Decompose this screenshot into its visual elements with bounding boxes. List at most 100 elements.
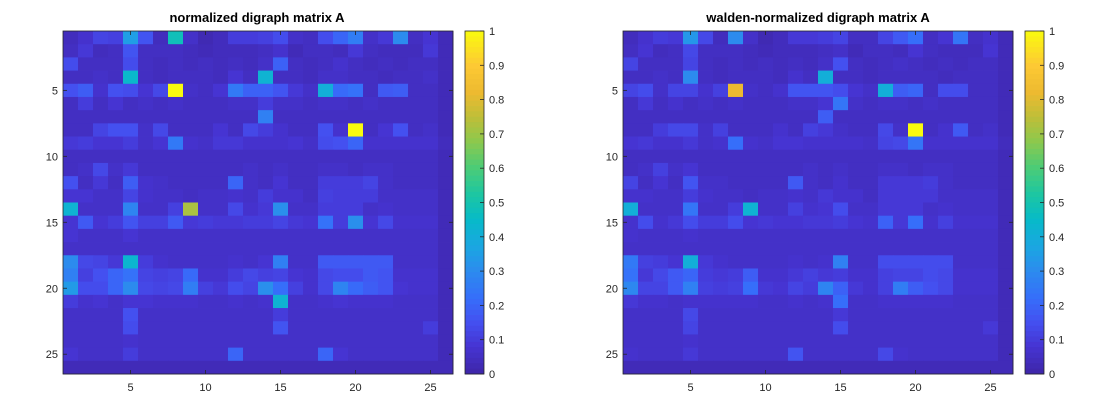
- heatmap-cell: [623, 136, 639, 151]
- heatmap-cell: [818, 57, 834, 71]
- colorbar-segment: [465, 175, 484, 182]
- colorbar-segment: [465, 181, 484, 187]
- heatmap-cell: [78, 242, 94, 256]
- colorbar-tick-label: 0: [1049, 369, 1055, 381]
- heatmap-cell: [393, 70, 409, 85]
- heatmap-cell: [168, 347, 184, 362]
- heatmap-cell: [638, 268, 654, 283]
- heatmap-cell: [228, 70, 244, 85]
- heatmap-cell: [728, 110, 744, 124]
- heatmap-cell: [833, 334, 849, 349]
- heatmap-cell: [683, 347, 699, 362]
- heatmap-cell: [848, 268, 864, 283]
- heatmap-cell: [168, 176, 184, 190]
- heatmap-cell: [228, 96, 244, 111]
- heatmap-cell: [108, 149, 124, 164]
- heatmap-cell: [183, 215, 199, 230]
- colorbar-segment: [1025, 122, 1044, 128]
- heatmap-cell: [713, 110, 729, 124]
- heatmap-cell: [78, 202, 94, 217]
- heatmap-cell: [378, 360, 394, 375]
- heatmap-cell: [698, 360, 714, 375]
- heatmap-cell: [138, 308, 154, 322]
- heatmap-cell: [743, 57, 759, 71]
- heatmap-cell: [758, 242, 774, 256]
- heatmap-cell: [683, 176, 699, 190]
- heatmap-cell: [303, 44, 319, 58]
- heatmap-cell: [243, 308, 259, 322]
- heatmap-cell: [63, 347, 79, 362]
- heatmap-cell: [183, 176, 199, 190]
- colorbar-segment: [465, 41, 484, 48]
- colorbar-segment: [465, 309, 484, 316]
- heatmap-cell: [758, 268, 774, 283]
- heatmap-cell: [863, 83, 879, 98]
- heatmap-cell: [623, 123, 639, 137]
- heatmap-cell: [153, 176, 169, 190]
- heatmap-cell: [288, 334, 304, 349]
- heatmap-cell: [333, 44, 349, 58]
- heatmap-cell: [318, 136, 334, 151]
- heatmap-cell: [713, 57, 729, 71]
- heatmap-cell: [63, 44, 79, 58]
- heatmap-cell: [108, 321, 124, 335]
- heatmap-cell: [183, 255, 199, 269]
- heatmap-cell: [788, 162, 804, 177]
- heatmap-cell: [108, 70, 124, 85]
- heatmap-cell: [408, 228, 424, 243]
- heatmap-cell: [303, 96, 319, 111]
- heatmap-cell: [423, 136, 439, 151]
- heatmap-cell: [183, 136, 199, 151]
- heatmap-cell: [228, 189, 244, 203]
- heatmap-cell: [908, 162, 924, 177]
- heatmap-cell: [168, 83, 184, 98]
- heatmap-cell: [63, 215, 79, 230]
- heatmap-cell: [833, 31, 849, 45]
- heatmap-cell: [108, 347, 124, 362]
- heatmap-cell: [363, 242, 379, 256]
- heatmap-cell: [138, 44, 154, 58]
- heatmap-cell: [833, 96, 849, 111]
- colorbar-segment: [1025, 282, 1044, 289]
- heatmap-cell: [818, 189, 834, 203]
- heatmap-cell: [198, 255, 214, 269]
- heatmap-cell: [198, 281, 214, 296]
- y-tick-label: 5: [612, 85, 618, 97]
- heatmap-cell: [623, 228, 639, 243]
- heatmap-cell: [408, 202, 424, 217]
- heatmap-cell: [803, 347, 819, 362]
- heatmap-cell: [408, 242, 424, 256]
- heatmap-cell: [803, 281, 819, 296]
- heatmap-cell: [123, 83, 139, 98]
- heatmap-cell: [318, 294, 334, 309]
- heatmap-cell: [848, 31, 864, 45]
- colorbar-segment: [465, 325, 484, 332]
- heatmap-cell: [638, 31, 654, 45]
- heatmap-cell: [288, 162, 304, 177]
- y-tick-label: 10: [606, 151, 618, 163]
- heatmap-cell: [393, 268, 409, 283]
- heatmap-cell: [438, 360, 454, 375]
- heatmap-cell: [893, 281, 909, 296]
- heatmap-cell: [773, 321, 789, 335]
- heatmap-cell: [968, 308, 984, 322]
- heatmap-cell: [878, 44, 894, 58]
- colorbar-segment: [465, 261, 484, 268]
- heatmap-cell: [728, 228, 744, 243]
- heatmap-cell: [698, 334, 714, 349]
- heatmap-cell: [168, 123, 184, 137]
- heatmap-cell: [773, 268, 789, 283]
- heatmap-cell: [228, 268, 244, 283]
- heatmap-cell: [123, 242, 139, 256]
- heatmap-cell: [653, 294, 669, 309]
- heatmap-cell: [668, 136, 684, 151]
- heatmap-cell: [213, 228, 229, 243]
- heatmap-cell: [288, 83, 304, 98]
- heatmap-cell: [63, 281, 79, 296]
- heatmap-cell: [638, 83, 654, 98]
- colorbar-tick-label: 0.3: [489, 266, 504, 278]
- heatmap-cell: [713, 176, 729, 190]
- heatmap-cell: [923, 321, 939, 335]
- heatmap-cell: [348, 149, 364, 164]
